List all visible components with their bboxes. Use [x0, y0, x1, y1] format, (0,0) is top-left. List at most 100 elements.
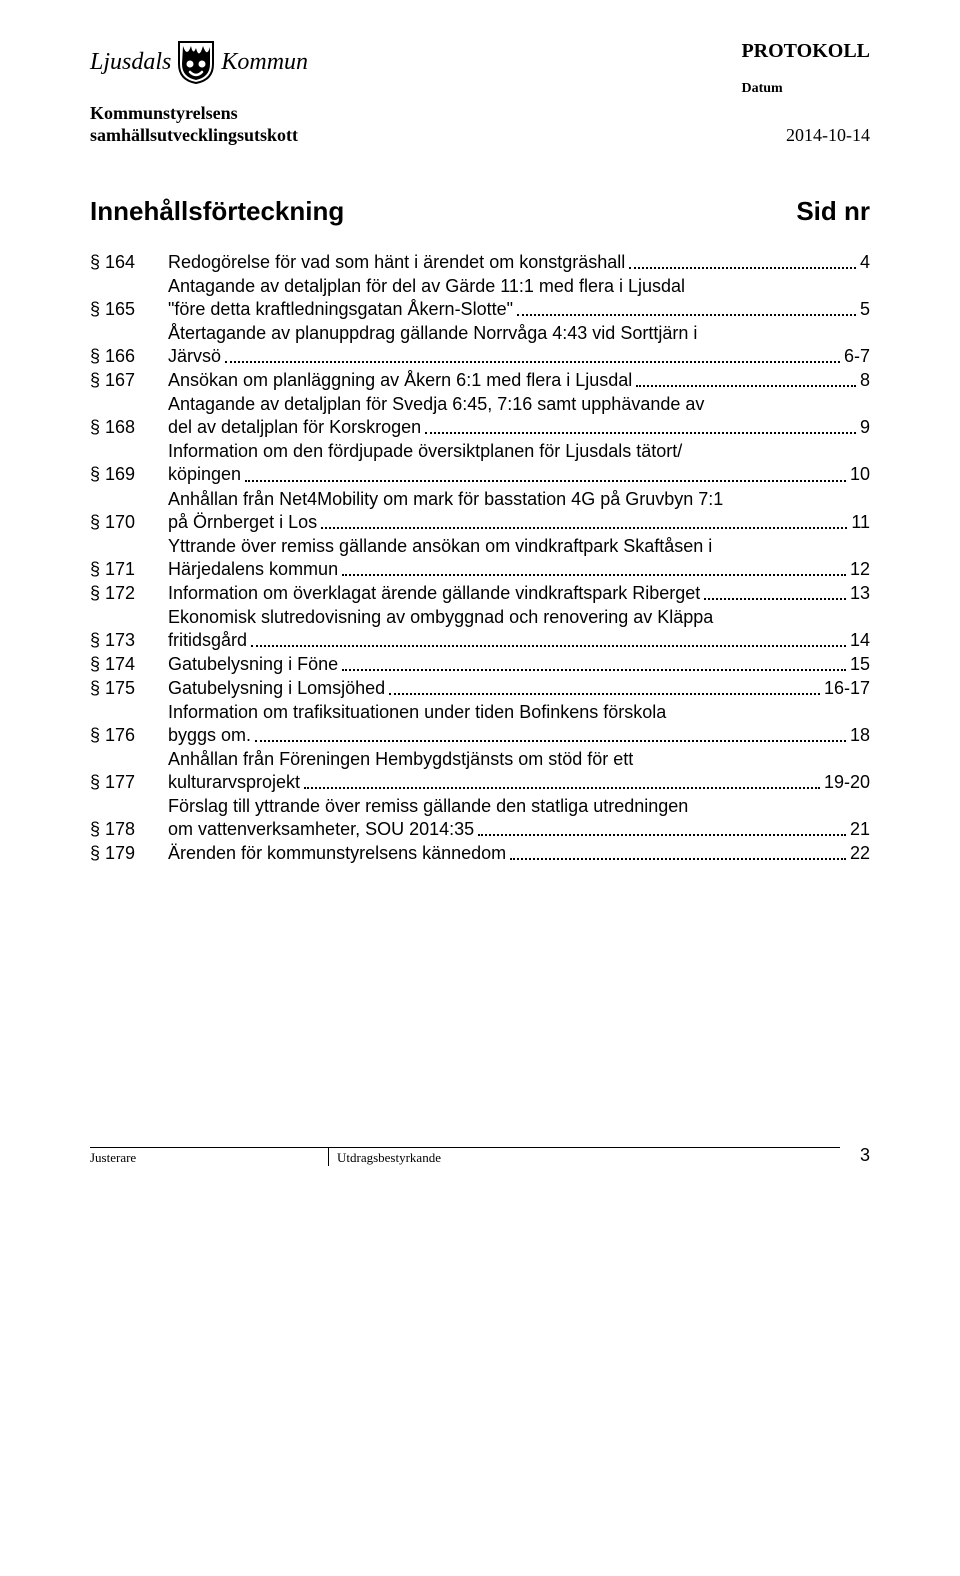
toc-entry: § 175Gatubelysning i Lomsjöhed 16-17 [90, 677, 870, 700]
toc-section-number: § 175 [90, 677, 168, 700]
toc-entry-lastline: Gatubelysning i Lomsjöhed 16-17 [168, 677, 870, 700]
toc-entry-lastline: kulturarvsprojekt 19-20 [168, 771, 870, 794]
toc-entry: § 173Ekonomisk slutredovisning av ombygg… [90, 606, 870, 652]
toc-page-number: 11 [851, 511, 870, 534]
toc-page-number: 12 [850, 558, 870, 581]
toc-entry-lastline: Information om överklagat ärende gälland… [168, 582, 870, 605]
toc-section-number: § 167 [90, 369, 168, 392]
toc-entry-text: Redogörelse för vad som hänt i ärendet o… [168, 251, 625, 274]
unit-name: Kommunstyrelsens samhällsutvecklingsutsk… [90, 103, 298, 146]
toc-leader-dots [704, 598, 846, 600]
toc-entry-text: fritidsgård [168, 629, 247, 652]
toc-entry-lastline: Ärenden för kommunstyrelsens kännedom 22 [168, 842, 870, 865]
toc-section-number: § 165 [90, 298, 168, 321]
page: Ljusdals Kommun PROTOKOLL Datum Kommunst… [0, 0, 960, 1186]
unit-line2: samhällsutvecklingsutskott [90, 125, 298, 145]
toc-entry-body: Information om överklagat ärende gälland… [168, 582, 870, 605]
footer-page-number: 3 [840, 1145, 870, 1166]
toc-section-number: § 166 [90, 345, 168, 368]
toc-leader-dots [629, 267, 856, 269]
toc-page-number: 10 [850, 463, 870, 486]
toc-entry-lastline: byggs om. 18 [168, 724, 870, 747]
shield-icon [177, 40, 215, 84]
toc-entry-text: Förslag till yttrande över remiss gällan… [168, 795, 870, 818]
toc-section-number: § 176 [90, 724, 168, 747]
toc-entry-body: Återtagande av planuppdrag gällande Norr… [168, 322, 870, 368]
toc-leader-dots [342, 669, 846, 671]
toc-entry-lastline: om vattenverksamheter, SOU 2014:35 21 [168, 818, 870, 841]
toc-section-number: § 164 [90, 251, 168, 274]
toc-page-number: 8 [860, 369, 870, 392]
toc-entry-body: Anhållan från Net4Mobility om mark för b… [168, 488, 870, 534]
toc-entry: § 177Anhållan från Föreningen Hembygdstj… [90, 748, 870, 794]
toc-entry-body: Anhållan från Föreningen Hembygdstjänsts… [168, 748, 870, 794]
toc-section-number: § 177 [90, 771, 168, 794]
toc-entry-lastline: del av detaljplan för Korskrogen 9 [168, 416, 870, 439]
footer-utdrag: Utdragsbestyrkande [329, 1147, 840, 1166]
logo-text-left: Ljusdals [90, 49, 171, 76]
toc-leader-dots [517, 314, 856, 316]
footer: Justerare Utdragsbestyrkande 3 [90, 1145, 870, 1166]
toc-entry-text: om vattenverksamheter, SOU 2014:35 [168, 818, 474, 841]
toc-page-number: 6-7 [844, 345, 870, 368]
toc-entry-text: Antagande av detaljplan för del av Gärde… [168, 275, 870, 298]
toc-entry-lastline: Redogörelse för vad som hänt i ärendet o… [168, 251, 870, 274]
unit-line1: Kommunstyrelsens [90, 103, 238, 123]
toc-entry-lastline: Gatubelysning i Föne 15 [168, 653, 870, 676]
toc-entry-text: "före detta kraftledningsgatan Åkern-Slo… [168, 298, 513, 321]
toc-entry: § 167Ansökan om planläggning av Åkern 6:… [90, 369, 870, 392]
page-column-label: Sid nr [796, 196, 870, 227]
toc-entry-body: Information om den fördjupade översiktpl… [168, 440, 870, 486]
footer-justerare: Justerare [90, 1147, 329, 1166]
toc-page-number: 21 [850, 818, 870, 841]
toc-entry-text: Yttrande över remiss gällande ansökan om… [168, 535, 870, 558]
toc-entry-body: Ansökan om planläggning av Åkern 6:1 med… [168, 369, 870, 392]
toc-entry-text: Gatubelysning i Lomsjöhed [168, 677, 385, 700]
toc-section-number: § 168 [90, 416, 168, 439]
toc-entry-text: Ärenden för kommunstyrelsens kännedom [168, 842, 506, 865]
toc-entry-text: Anhållan från Net4Mobility om mark för b… [168, 488, 870, 511]
toc-page-number: 9 [860, 416, 870, 439]
toc-leader-dots [510, 858, 846, 860]
toc-leader-dots [225, 361, 840, 363]
toc-leader-dots [478, 834, 846, 836]
toc-section-number: § 169 [90, 463, 168, 486]
toc-page-number: 13 [850, 582, 870, 605]
toc-entry: § 176Information om trafiksituationen un… [90, 701, 870, 747]
toc-entry-text: på Örnberget i Los [168, 511, 317, 534]
toc-entry: § 170Anhållan från Net4Mobility om mark … [90, 488, 870, 534]
toc-entry-body: Antagande av detaljplan för Svedja 6:45,… [168, 393, 870, 439]
toc-entry-lastline: "före detta kraftledningsgatan Åkern-Slo… [168, 298, 870, 321]
toc-entry-lastline: fritidsgård 14 [168, 629, 870, 652]
toc-section-number: § 173 [90, 629, 168, 652]
toc-leader-dots [251, 645, 846, 647]
toc-leader-dots [389, 693, 820, 695]
toc-section-number: § 170 [90, 511, 168, 534]
logo-block: Ljusdals Kommun [90, 40, 308, 84]
toc-section-number: § 174 [90, 653, 168, 676]
toc-entry: § 169Information om den fördjupade övers… [90, 440, 870, 486]
toc-entry-body: Ekonomisk slutredovisning av ombyggnad o… [168, 606, 870, 652]
toc-leader-dots [255, 740, 846, 742]
toc-entry-text: Information om den fördjupade översiktpl… [168, 440, 870, 463]
title-row: Innehållsförteckning Sid nr [90, 196, 870, 227]
toc-section-number: § 178 [90, 818, 168, 841]
toc-entry-lastline: köpingen 10 [168, 463, 870, 486]
toc-entry-text: Information om trafiksituationen under t… [168, 701, 870, 724]
toc-entry-lastline: Ansökan om planläggning av Åkern 6:1 med… [168, 369, 870, 392]
toc-page-number: 22 [850, 842, 870, 865]
toc-entry: § 168Antagande av detaljplan för Svedja … [90, 393, 870, 439]
protokoll-label: PROTOKOLL [741, 40, 870, 63]
toc-entry-lastline: Härjedalens kommun 12 [168, 558, 870, 581]
page-title: Innehållsförteckning [90, 196, 344, 227]
toc-entry-text: Ansökan om planläggning av Åkern 6:1 med… [168, 369, 632, 392]
logo-text-right: Kommun [221, 49, 308, 76]
toc-entry-body: Yttrande över remiss gällande ansökan om… [168, 535, 870, 581]
toc-entry-text: kulturarvsprojekt [168, 771, 300, 794]
toc-entry-text: Ekonomisk slutredovisning av ombyggnad o… [168, 606, 870, 629]
subheader: Kommunstyrelsens samhällsutvecklingsutsk… [90, 103, 870, 146]
toc-leader-dots [321, 527, 847, 529]
toc-entry-body: Ärenden för kommunstyrelsens kännedom 22 [168, 842, 870, 865]
toc-page-number: 4 [860, 251, 870, 274]
toc-section-number: § 172 [90, 582, 168, 605]
